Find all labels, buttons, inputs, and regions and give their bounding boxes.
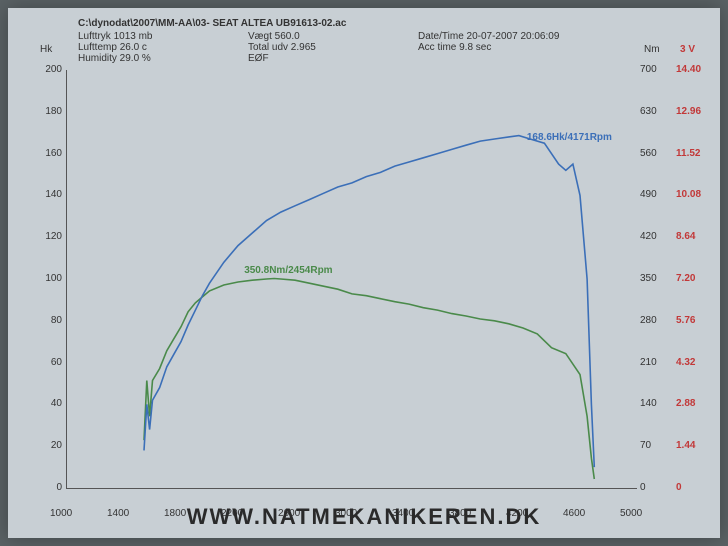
v-tick: 10.08 xyxy=(676,189,701,200)
v-tick: 11.52 xyxy=(676,148,700,159)
meta-row-2: Lufttemp 26.0 c Total udv 2.965 Acc time… xyxy=(78,42,670,53)
nm-tick: 490 xyxy=(640,189,657,200)
nm-tick: 70 xyxy=(640,440,651,451)
dyno-sheet: C:\dynodat\2007\MM-AA\03- SEAT ALTEA UB9… xyxy=(8,8,720,538)
meta-temp: Lufttemp 26.0 c xyxy=(78,42,218,53)
hk-axis-title: Hk xyxy=(40,44,52,55)
hk-tick: 140 xyxy=(45,189,62,200)
hk-tick: 200 xyxy=(45,64,62,75)
nm-tick: 630 xyxy=(640,106,657,117)
nm-tick: 350 xyxy=(640,273,657,284)
hk-tick: 80 xyxy=(51,315,62,326)
v-tick: 4.32 xyxy=(676,357,695,368)
v-tick: 1.44 xyxy=(676,440,695,451)
hk-tick: 40 xyxy=(51,398,62,409)
chart-plot-area: 168.6Hk/4171Rpm 350.8Nm/2454Rpm xyxy=(66,70,637,489)
v-tick: 2.88 xyxy=(676,398,695,409)
v-tick: 0 xyxy=(676,482,682,493)
nm-tick: 700 xyxy=(640,64,657,75)
meta-weight: Vægt 560.0 xyxy=(248,31,388,42)
v-tick: 5.76 xyxy=(676,315,695,326)
meta-row-1: Lufttryk 1013 mb Vægt 560.0 Date/Time 20… xyxy=(78,31,670,42)
meta-humidity: Humidity 29.0 % xyxy=(78,53,218,64)
meta-acc: Acc time 9.8 sec xyxy=(418,42,491,53)
hk-tick: 20 xyxy=(51,440,62,451)
hk-tick: 100 xyxy=(45,273,62,284)
nm-tick: 0 xyxy=(640,482,646,493)
file-path: C:\dynodat\2007\MM-AA\03- SEAT ALTEA UB9… xyxy=(78,18,670,29)
v-tick: 7.20 xyxy=(676,273,695,284)
hk-tick: 0 xyxy=(56,482,62,493)
nm-tick: 420 xyxy=(640,231,657,242)
hp-peak-label: 168.6Hk/4171Rpm xyxy=(527,132,612,143)
meta-pressure: Lufttryk 1013 mb xyxy=(78,31,218,42)
v-tick: 14.40 xyxy=(676,64,701,75)
hk-tick: 60 xyxy=(51,357,62,368)
nm-tick: 560 xyxy=(640,148,657,159)
nm-tick: 140 xyxy=(640,398,657,409)
nm-tick: 210 xyxy=(640,357,657,368)
meta-row-3: Humidity 29.0 % EØF xyxy=(78,53,670,64)
watermark-url: WWW.NATMEKANIKEREN.DK xyxy=(8,504,720,530)
nm-tick: 280 xyxy=(640,315,657,326)
hk-tick: 120 xyxy=(45,231,62,242)
header-block: C:\dynodat\2007\MM-AA\03- SEAT ALTEA UB9… xyxy=(78,18,670,64)
v-tick: 8.64 xyxy=(676,231,695,242)
hk-tick: 180 xyxy=(45,106,62,117)
meta-datetime: Date/Time 20-07-2007 20:06:09 xyxy=(418,31,559,42)
v-axis-title: 3 V xyxy=(680,44,695,55)
meta-displ: Total udv 2.965 xyxy=(248,42,388,53)
v-tick: 12.96 xyxy=(676,106,701,117)
nm-axis-title: Nm xyxy=(644,44,660,55)
meta-eof: EØF xyxy=(248,53,388,64)
tq-peak-label: 350.8Nm/2454Rpm xyxy=(244,265,332,276)
hk-tick: 160 xyxy=(45,148,62,159)
